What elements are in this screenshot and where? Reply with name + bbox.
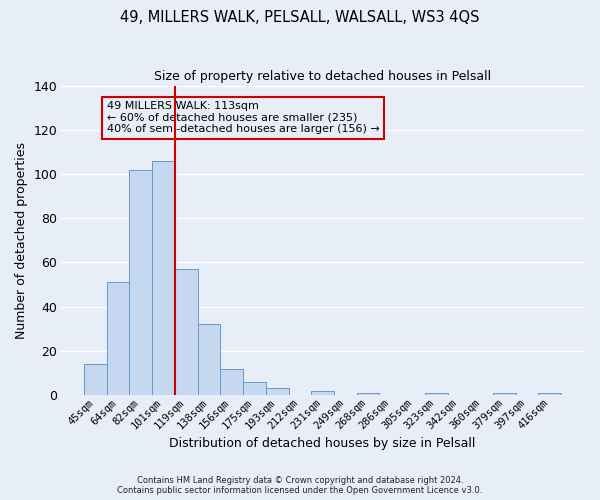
Bar xyxy=(538,393,561,395)
Bar xyxy=(152,160,175,395)
Bar xyxy=(311,390,334,395)
Y-axis label: Number of detached properties: Number of detached properties xyxy=(15,142,28,339)
X-axis label: Distribution of detached houses by size in Pelsall: Distribution of detached houses by size … xyxy=(169,437,476,450)
Text: Contains HM Land Registry data © Crown copyright and database right 2024.
Contai: Contains HM Land Registry data © Crown c… xyxy=(118,476,482,495)
Bar xyxy=(425,393,448,395)
Text: 49, MILLERS WALK, PELSALL, WALSALL, WS3 4QS: 49, MILLERS WALK, PELSALL, WALSALL, WS3 … xyxy=(120,10,480,25)
Bar xyxy=(266,388,289,395)
Text: 49 MILLERS WALK: 113sqm
← 60% of detached houses are smaller (235)
40% of semi-d: 49 MILLERS WALK: 113sqm ← 60% of detache… xyxy=(107,101,380,134)
Bar xyxy=(107,282,130,395)
Bar xyxy=(243,382,266,395)
Bar xyxy=(197,324,220,395)
Bar xyxy=(356,393,379,395)
Title: Size of property relative to detached houses in Pelsall: Size of property relative to detached ho… xyxy=(154,70,491,83)
Bar xyxy=(220,368,243,395)
Bar xyxy=(493,393,516,395)
Bar xyxy=(84,364,107,395)
Bar xyxy=(175,269,197,395)
Bar xyxy=(130,170,152,395)
